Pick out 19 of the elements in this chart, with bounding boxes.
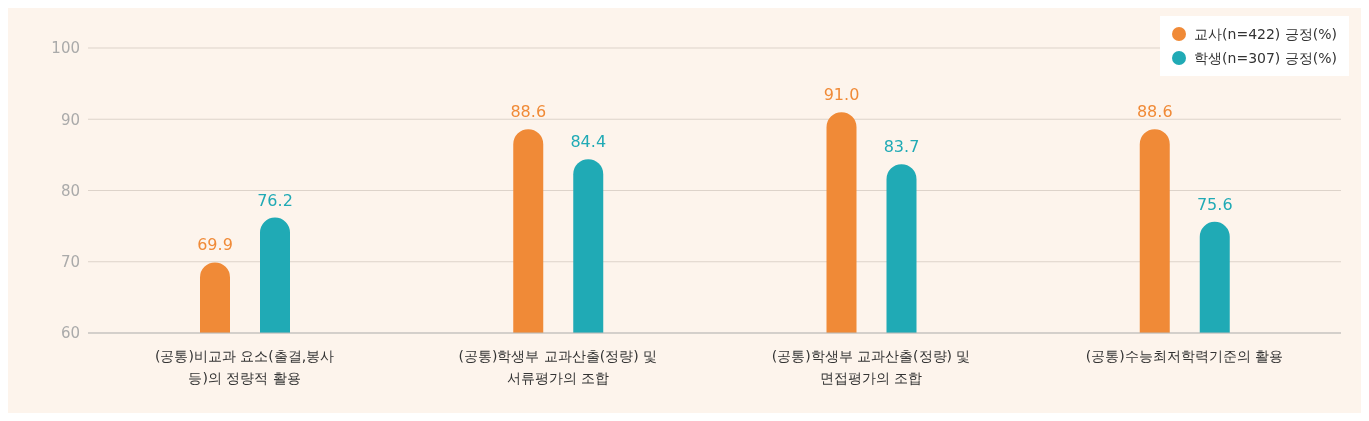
data-label: 69.9 [197,235,233,255]
data-label: 83.7 [883,137,920,157]
data-label: 84.4 [570,132,607,152]
y-tick-label: 80 [60,181,80,200]
data-label: 91.0 [823,85,860,105]
x-tick-label: (공통)비교과 요소(출결,봉사 등)의 정량적 활용 [154,348,335,386]
data-label: 75.6 [1196,194,1233,214]
data-label: 88.6 [1136,102,1173,122]
y-tick-label: 90 [60,110,80,129]
y-tick-label: 70 [60,253,80,272]
x-tick-label: (공통)학생부 교과산출(정량) 및 서류평가의 조합 [458,348,658,386]
x-tick-label: (공통)학생부 교과산출(정량) 및 면접평가의 조합 [771,348,971,386]
data-label: 88.6 [510,102,547,122]
x-tick-label: (공통)수능최저학력기준의 활용 [1085,348,1284,364]
y-tick-label: 60 [60,324,80,343]
data-label: 76.2 [257,190,293,210]
legend-label: 학생(n=307) 긍정(%) [1194,49,1337,68]
legend-label: 교사(n=422) 긍정(%) [1194,25,1337,44]
y-tick-label: 100 [51,39,80,58]
